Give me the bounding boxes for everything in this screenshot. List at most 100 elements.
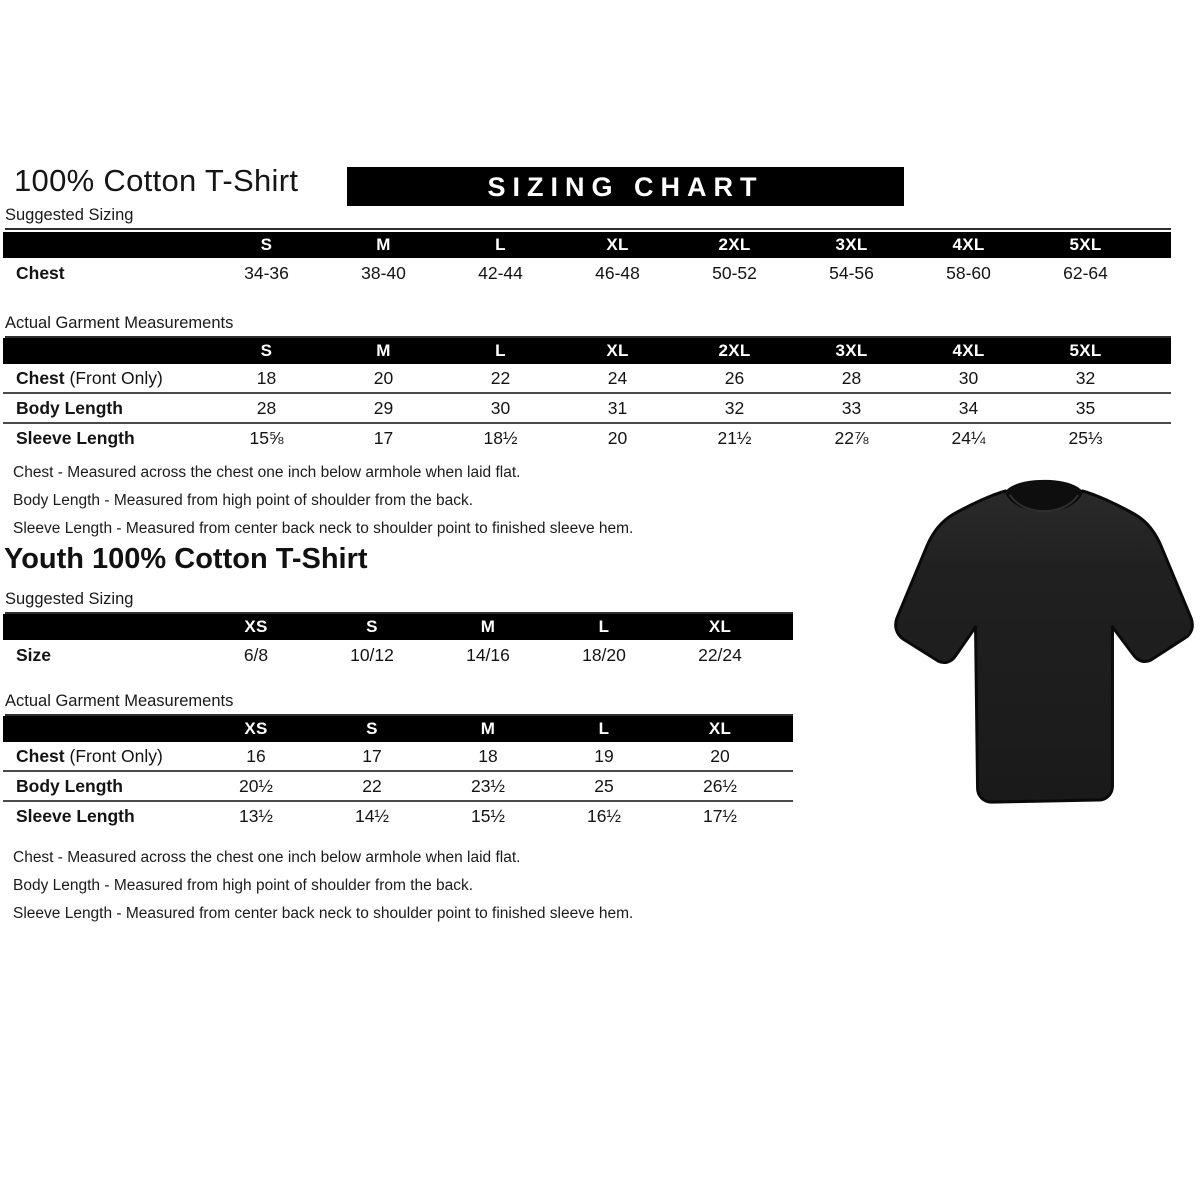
row-label: Chest (Front Only) [3, 742, 198, 772]
size-column-header: 3XL [793, 338, 910, 364]
size-column-header: S [208, 232, 325, 258]
measurement-cell: 35 [1027, 393, 1144, 424]
size-column-header: XL [662, 614, 778, 640]
size-column-header: XL [559, 338, 676, 364]
table-header-row: XS S M L XL [3, 614, 793, 640]
measurement-cell: 20 [662, 742, 778, 772]
row-label-header [3, 232, 208, 258]
table-row: Body Length 28 29 30 31 32 33 34 35 [3, 393, 1171, 424]
row-label-text: Chest [16, 367, 65, 388]
measurement-cell: 32 [676, 393, 793, 424]
measurement-cell: 22 [442, 364, 559, 394]
adult-measurement-notes: Chest - Measured across the chest one in… [13, 459, 633, 543]
row-spacer [778, 742, 793, 772]
measurement-cell: 22⅞ [834, 427, 869, 448]
table-header-row: S M L XL 2XL 3XL 4XL 5XL [3, 232, 1171, 258]
measurement-cell: 18 [430, 742, 546, 772]
size-column-header: S [314, 614, 430, 640]
tshirt-collar-seam [1008, 494, 1080, 513]
size-column-header: M [430, 716, 546, 742]
measurement-cell: 50-52 [712, 263, 757, 283]
note-line: Sleeve Length - Measured from center bac… [13, 905, 634, 922]
sizing-chart-banner: SIZING CHART [347, 167, 904, 206]
row-spacer [1144, 258, 1171, 289]
measurement-cell: 31 [559, 393, 676, 424]
measurement-cell: 29 [325, 393, 442, 424]
measurement-cell: 18/20 [582, 645, 626, 665]
measurement-cell: 17 [314, 742, 430, 772]
table-row: Sleeve Length 13½ 14½ 15½ 16½ 17½ [3, 801, 793, 830]
table-row: Chest 34-36 38-40 42-44 46-48 50-52 54-56 58-60… [3, 258, 1171, 289]
measurement-cell: 17½ [702, 805, 738, 826]
measurement-cell: 22/24 [698, 645, 742, 665]
size-column-header: 3XL [793, 232, 910, 258]
row-label-text: Sleeve Length [16, 427, 135, 448]
size-column-header: M [325, 232, 442, 258]
measurement-cell: 46-48 [595, 263, 640, 283]
youth-actual-measurements-table: XS S M L XL Chest (Front Only) 16 17 18 19 20 Body … [3, 716, 793, 830]
youth-measurement-notes: Chest - Measured across the chest one in… [13, 844, 633, 928]
measurement-cell: 6/8 [243, 645, 269, 665]
size-column-header: L [546, 716, 662, 742]
measurement-cell: 13½ [238, 805, 274, 826]
measurement-cell: 15⅝ [249, 427, 284, 448]
measurement-cell: 14/16 [466, 645, 510, 665]
size-column-header: 4XL [910, 338, 1027, 364]
measurement-cell: 18 [208, 364, 325, 394]
row-label: Size [3, 640, 198, 671]
table-row: Body Length 20½ 22 23½ 25 26½ [3, 771, 793, 802]
measurement-cell: 19 [546, 742, 662, 772]
note-line: Body Length - Measured from high point o… [13, 492, 474, 509]
size-column-header: S [314, 716, 430, 742]
row-label-header [3, 338, 208, 364]
row-label-text: Size [16, 645, 52, 665]
adult-suggested-sizing-label: Suggested Sizing [5, 206, 1171, 230]
tshirt-collar [1005, 479, 1083, 511]
size-column-header: S [208, 338, 325, 364]
measurement-cell: 24 [559, 364, 676, 394]
measurement-cell: 15½ [470, 805, 506, 826]
table-header-row: S M L XL 2XL 3XL 4XL 5XL [3, 338, 1171, 364]
measurement-cell: 42-44 [478, 263, 523, 283]
table-row: Chest (Front Only) 18 20 22 24 26 28 30 32 [3, 364, 1171, 394]
table-row: Sleeve Length 15⅝ 17 18½ 20 21½ 22⅞ 24¼ 25⅓ [3, 423, 1171, 452]
row-label-text: Chest [16, 263, 65, 283]
row-label-text: Body Length [16, 397, 123, 418]
row-label-text: Body Length [16, 775, 123, 796]
row-label: Sleeve Length [3, 423, 208, 452]
row-spacer [778, 771, 793, 802]
size-column-header: XS [198, 716, 314, 742]
measurement-cell: 26 [676, 364, 793, 394]
row-label-header [3, 614, 198, 640]
measurement-cell: 25⅓ [1068, 427, 1103, 448]
tshirt-image [894, 479, 1194, 804]
row-label-text: Sleeve Length [16, 805, 135, 826]
measurement-cell: 17 [373, 427, 394, 448]
table-row: Chest (Front Only) 16 17 18 19 20 [3, 742, 793, 772]
row-label-suffix: (Front Only) [64, 367, 163, 388]
measurement-cell: 30 [442, 393, 559, 424]
size-column-header: M [325, 338, 442, 364]
note-line: Sleeve Length - Measured from center bac… [13, 520, 634, 537]
size-column-header: 2XL [676, 232, 793, 258]
row-label: Chest [3, 258, 208, 289]
measurement-cell: 34 [910, 393, 1027, 424]
size-column-header: L [442, 232, 559, 258]
header-spacer [778, 716, 793, 742]
measurement-cell: 24¼ [951, 427, 986, 448]
header-spacer [778, 614, 793, 640]
measurement-cell: 25 [546, 771, 662, 802]
size-column-header: L [546, 614, 662, 640]
measurement-cell: 28 [208, 393, 325, 424]
measurement-cell: 20 [325, 364, 442, 394]
size-column-header: 2XL [676, 338, 793, 364]
size-column-header: 5XL [1027, 232, 1144, 258]
youth-actual-measurements-label: Actual Garment Measurements [5, 692, 793, 716]
page-title: 100% Cotton T-Shirt [14, 163, 299, 198]
youth-suggested-sizing-table: XS S M L XL Size 6/8 10/12 14/16 18/20 22/24 [3, 614, 793, 671]
measurement-cell: 32 [1027, 364, 1144, 394]
row-label: Body Length [3, 771, 198, 802]
measurement-cell: 28 [793, 364, 910, 394]
measurement-cell: 54-56 [829, 263, 874, 283]
note-line: Chest - Measured across the chest one in… [13, 464, 521, 481]
